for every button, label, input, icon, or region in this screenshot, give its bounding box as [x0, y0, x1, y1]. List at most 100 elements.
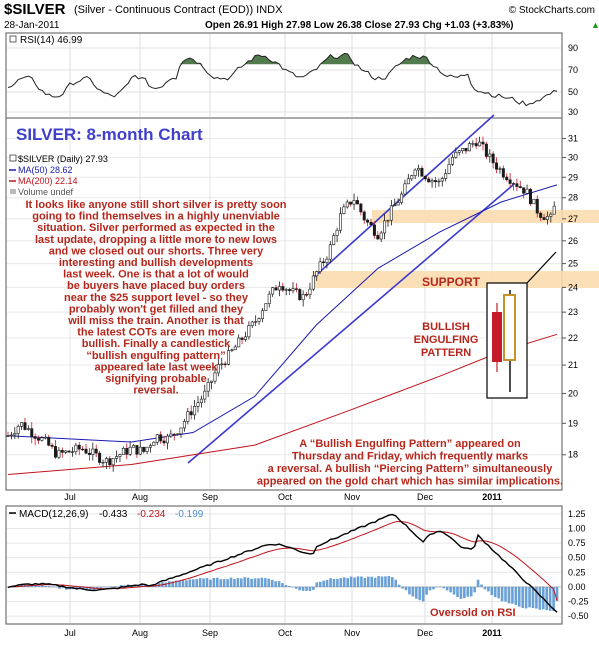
candle-body — [549, 213, 553, 217]
candle-body — [471, 143, 475, 145]
macd-hist-bar — [353, 577, 356, 587]
macd-hist-bar — [164, 582, 168, 587]
macd-hist-bar — [198, 578, 202, 587]
candle-body — [64, 450, 68, 453]
candle-body — [410, 175, 414, 180]
macd-hist-bar — [493, 586, 497, 598]
commentary-line: situation. Silver performed as expected … — [37, 222, 275, 234]
month-label: Nov — [344, 628, 361, 638]
candle-body — [454, 152, 458, 158]
candle-body — [142, 446, 146, 452]
candle-body — [305, 294, 309, 296]
candle-body — [182, 421, 186, 429]
candle-body — [535, 198, 539, 214]
macd-hist-bar — [500, 586, 504, 602]
macd-hist-bar — [47, 585, 51, 587]
candle-body — [237, 337, 241, 348]
macd-hist-bar — [216, 577, 219, 587]
candle-body — [532, 198, 536, 205]
candle-body — [196, 402, 200, 407]
month-label: Nov — [344, 492, 361, 502]
legend-swatch-volume — [10, 189, 16, 194]
macd-hist-bar — [517, 586, 521, 607]
candle-body — [223, 363, 227, 366]
commentary-line: last update, dropping a little more to n… — [35, 234, 277, 246]
candle-body — [338, 213, 342, 231]
candle-body — [101, 461, 105, 464]
candle-body — [165, 435, 169, 444]
commentary-line: bullish. Finally a candlestick — [82, 338, 231, 350]
macd-hist-bar — [480, 584, 483, 587]
candle-body — [362, 211, 366, 221]
macd-hist-bar — [445, 586, 449, 591]
macd-hist-bar — [212, 577, 216, 587]
candle-body — [30, 428, 34, 437]
macd-panel — [5, 505, 563, 625]
macd-hist-bar — [346, 578, 349, 587]
macd-hist-bar — [61, 586, 65, 589]
candle-body — [47, 436, 51, 446]
rsi-line — [7, 52, 558, 107]
macd-hist-bar — [82, 586, 85, 590]
candle-body — [216, 364, 220, 374]
month-labels-price: Jul Aug Sep Oct Nov Dec 2011 — [64, 492, 502, 502]
candle-body — [87, 452, 91, 455]
macd-hist-bar — [95, 586, 99, 589]
macd-tick-label: 1.00 — [568, 523, 586, 533]
candle-body — [423, 175, 427, 180]
engulfing-candle-up — [503, 294, 516, 361]
rsi-tick: 70 — [568, 65, 578, 75]
macd-hist-bar — [548, 586, 552, 611]
candle-body — [94, 448, 98, 454]
price-axis: 31 30 29 28 27 26 25 24 23 22 21 20 19 18 — [562, 133, 578, 460]
macd-hist-bar — [16, 584, 20, 587]
macd-hist-bar — [294, 586, 298, 589]
macd-hist-bar — [209, 579, 212, 587]
support-label: SUPPORT — [422, 275, 481, 289]
macd-hist-bar — [301, 586, 305, 591]
macd-hist-bar — [370, 576, 374, 587]
candle-body — [478, 141, 482, 147]
price-tick-label: 23 — [568, 307, 578, 317]
macd-hist-bar — [366, 576, 370, 587]
price-legend: $SILVER (Daily) 27.93 MA(50) 28.62 MA(20… — [9, 154, 108, 197]
candle-body — [505, 176, 509, 181]
bottom-note-line: A “Bullish Engulfing Pattern” appeared o… — [299, 438, 521, 450]
engulfing-candle-down — [492, 312, 502, 362]
macd-hist-bar — [291, 586, 295, 588]
candle-body — [247, 325, 251, 338]
candle-body — [145, 446, 149, 452]
rsi-tick: 90 — [568, 43, 578, 53]
candle-body — [369, 221, 373, 226]
macd-hist-bar — [89, 586, 92, 590]
candle-body — [437, 180, 441, 183]
candle-body — [301, 294, 305, 301]
macd-hist-bar — [452, 586, 456, 595]
candle-body — [104, 458, 108, 463]
macd-hist-bar — [202, 578, 205, 587]
month-label: Sep — [202, 492, 218, 502]
candle-body — [366, 219, 370, 223]
candle-body — [121, 448, 125, 455]
candle-body — [332, 235, 336, 246]
macd-hist-bar — [531, 586, 535, 608]
macd-hist-bar — [394, 579, 398, 587]
commentary-line: last week. One is that a lot of would — [63, 269, 249, 281]
candle-body — [23, 422, 27, 430]
candle-body — [281, 286, 285, 291]
macd-tick-label: -0.50 — [568, 611, 589, 621]
macd-hist-bar — [260, 577, 264, 587]
macd-hist-bar — [459, 586, 463, 599]
candle-body — [274, 287, 278, 291]
price-panel — [5, 117, 563, 491]
candle-body — [461, 148, 465, 152]
candle-body — [155, 434, 159, 443]
macd-hist-bar — [377, 576, 380, 587]
resistance-band — [372, 210, 599, 223]
candle-body — [352, 200, 356, 205]
macd-hist-bar — [555, 586, 559, 601]
macd-hist-bar — [325, 579, 329, 587]
candle-body — [308, 288, 312, 295]
candle-body — [125, 448, 129, 455]
